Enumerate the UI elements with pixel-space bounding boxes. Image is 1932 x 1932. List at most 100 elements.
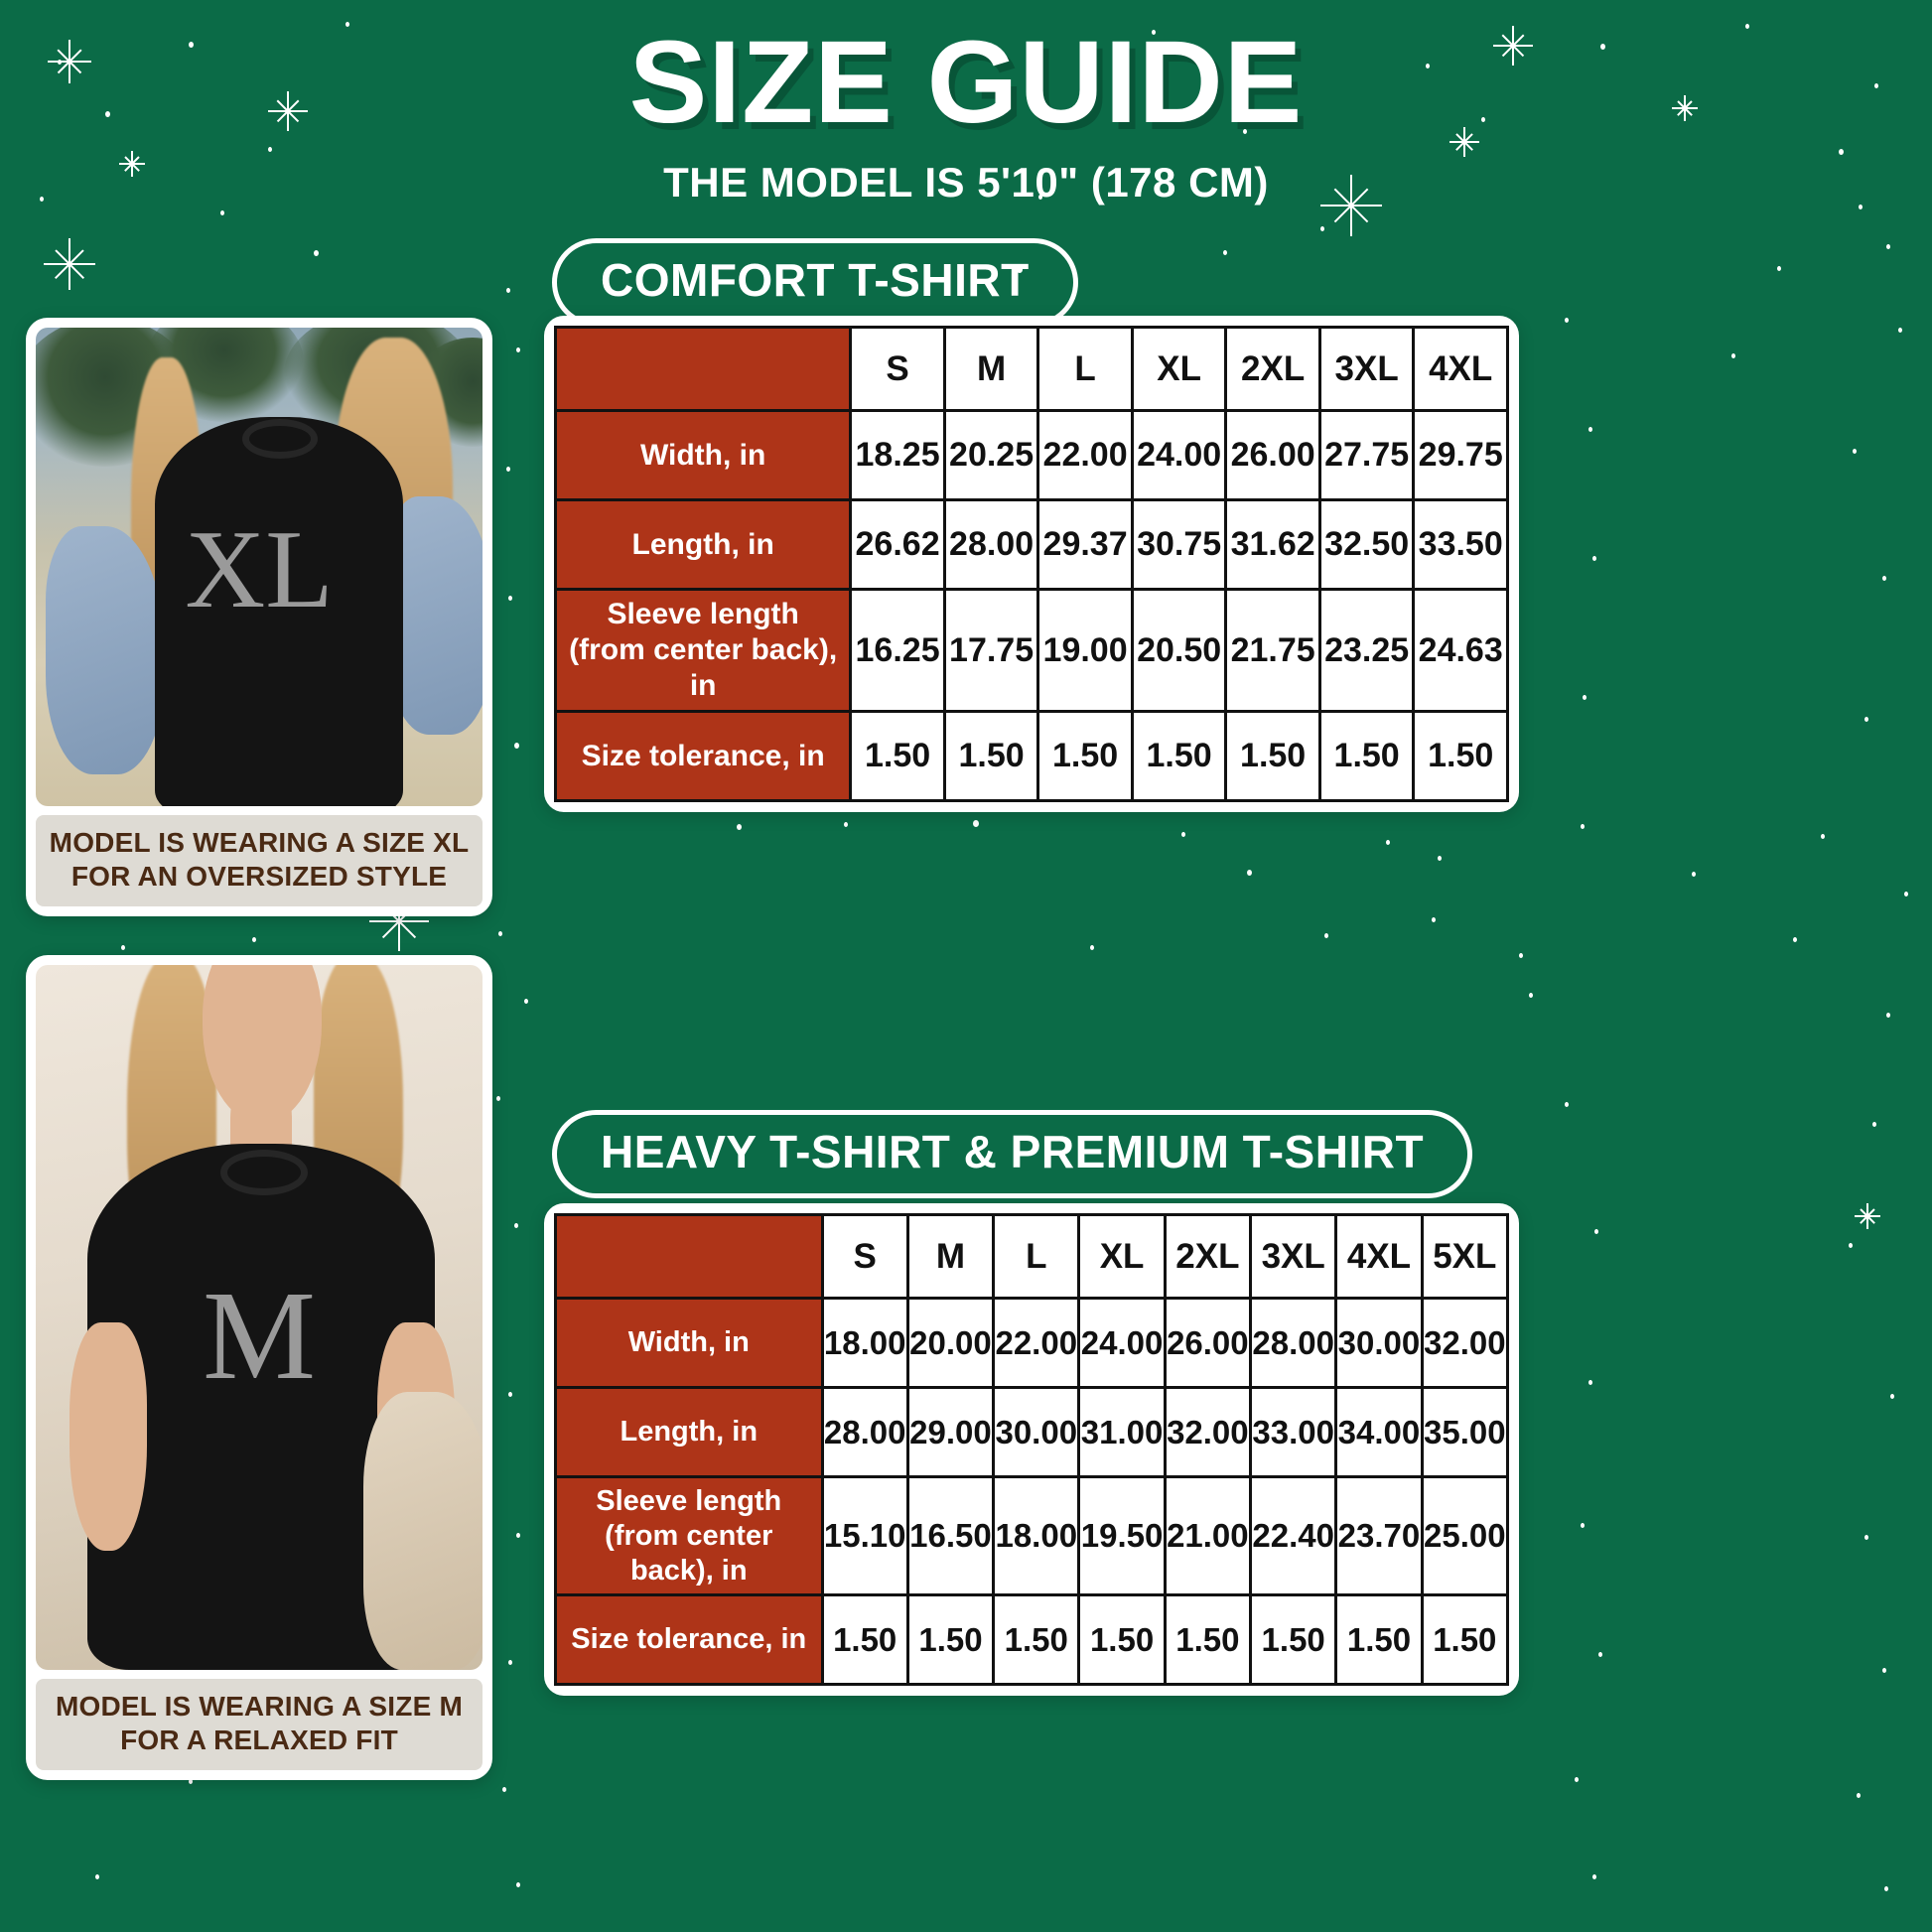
table-header-row: S M L XL 2XL 3XL 4XL 5XL (554, 1213, 1510, 1300)
snow-dot (516, 1882, 520, 1887)
table-row: Width, in 18.00 20.00 22.00 24.00 26.00 28.00 3… (554, 1297, 1510, 1389)
page-subtitle: THE MODEL IS 5'10" (178 CM) (663, 158, 1269, 206)
caption-line-2: FOR A RELAXED FIT (120, 1725, 398, 1756)
caption-line-1: MODEL IS WEARING A SIZE M (56, 1691, 463, 1722)
size-column-header-xl: XL (1077, 1213, 1167, 1300)
measurement-value: 34.00 (1334, 1386, 1424, 1478)
size-column-header-s: S (849, 326, 946, 412)
size-column-header-l: L (1036, 326, 1134, 412)
measurement-label-line-2: (from center back), in (569, 633, 838, 702)
measurement-value: 1.50 (905, 1593, 996, 1687)
measurement-value: 1.50 (1163, 1593, 1253, 1687)
snow-dot (1581, 1523, 1585, 1528)
measurement-value: 26.00 (1224, 409, 1321, 501)
size-table-heavy-premium: S M L XL 2XL 3XL 4XL 5XL Width, in 18.00 20.00 22.… (554, 1213, 1510, 1687)
measurement-value: 1.50 (1420, 1593, 1510, 1687)
measurement-value: 32.00 (1163, 1386, 1253, 1478)
snow-dot (496, 1096, 500, 1101)
table-row: Length, in 28.00 29.00 30.00 31.00 32.00 33.00… (554, 1386, 1510, 1478)
snow-dot (1181, 832, 1185, 837)
snow-dot (1320, 226, 1324, 231)
measurement-value: 31.00 (1077, 1386, 1167, 1478)
measurement-label-line-2: (from center back), in (605, 1519, 773, 1587)
table-header-row: S M L XL 2XL 3XL 4XL (553, 326, 1509, 412)
measurement-label-line-1: Sleeve length (596, 1485, 782, 1517)
snow-dot (1090, 945, 1094, 950)
snow-dot (1565, 318, 1569, 323)
shirt-size-letter-m: M (203, 1265, 316, 1406)
measurement-value: 16.50 (905, 1474, 996, 1597)
section-badge-comfort-label: COMFORT T-SHIRT (552, 238, 1078, 327)
snow-dot (1223, 250, 1227, 255)
shirt-size-letter-xl: XL (185, 508, 334, 631)
snow-dot (1777, 266, 1781, 271)
measurement-value: 24.00 (1130, 409, 1228, 501)
table-corner-cell (554, 1213, 824, 1300)
measurement-value: 29.37 (1036, 498, 1134, 591)
measurement-value: 33.00 (1249, 1386, 1338, 1478)
snowflake-sparkle-icon (44, 238, 95, 290)
table-corner-cell (553, 326, 853, 412)
snowflake-sparkle-icon (1855, 1203, 1880, 1229)
measurement-value: 20.25 (942, 409, 1040, 501)
snow-dot (1872, 1122, 1876, 1127)
size-table-comfort-body: Width, in 18.25 20.25 22.00 24.00 26.00 27.75 2… (553, 409, 1509, 802)
measurement-value: 1.50 (942, 710, 1040, 802)
measurement-value: 1.50 (1249, 1593, 1338, 1687)
caption-line-1: MODEL IS WEARING A SIZE XL (49, 827, 470, 858)
measurement-value: 32.50 (1317, 498, 1416, 591)
snow-dot (252, 937, 256, 942)
measurement-value: 30.75 (1130, 498, 1228, 591)
snow-dot (1592, 1874, 1596, 1879)
size-column-header-2xl: 2XL (1224, 326, 1321, 412)
measurement-value: 18.00 (992, 1474, 1081, 1597)
size-table-heavy-premium-body: Width, in 18.00 20.00 22.00 24.00 26.00 28.00 3… (554, 1297, 1510, 1687)
measurement-value: 28.00 (820, 1386, 909, 1478)
snow-dot (506, 288, 510, 293)
snow-dot (1882, 576, 1886, 581)
model-photo-caption-xl: MODEL IS WEARING A SIZE XL FOR AN OVERSI… (36, 815, 483, 907)
measurement-value: 1.50 (849, 710, 946, 802)
page-header: SIZE GUIDE THE MODEL IS 5'10" (178 CM) (0, 21, 1932, 207)
size-table-comfort: S M L XL 2XL 3XL 4XL Width, in 18.25 20.25 22.00 2… (553, 326, 1509, 802)
measurement-value: 1.50 (1412, 710, 1509, 802)
measurement-label: Sleeve length (from center back), in (553, 588, 853, 713)
snow-dot (516, 1533, 520, 1538)
model-photo-xl: XL (36, 328, 483, 806)
snow-dot (516, 347, 520, 352)
table-row: Sleeve length (from center back), in 15.10… (554, 1474, 1510, 1597)
table-row: Size tolerance, in 1.50 1.50 1.50 1.50 1.50 1.… (554, 1593, 1510, 1687)
measurement-value: 18.00 (820, 1297, 909, 1389)
snow-dot (1588, 1380, 1592, 1385)
snow-dot (508, 1392, 512, 1397)
measurement-value: 23.25 (1317, 588, 1416, 713)
snow-dot (498, 931, 502, 936)
size-column-header-xl: XL (1130, 326, 1228, 412)
size-column-header-2xl: 2XL (1163, 1213, 1253, 1300)
snow-dot (1898, 328, 1902, 333)
model-photo-m: M (36, 965, 483, 1670)
measurement-value: 28.00 (1249, 1297, 1338, 1389)
measurement-value: 25.00 (1420, 1474, 1510, 1597)
measurement-value: 1.50 (1036, 710, 1134, 802)
measurement-value: 33.50 (1412, 498, 1509, 591)
snow-dot (844, 822, 848, 827)
measurement-value: 35.00 (1420, 1386, 1510, 1478)
measurement-value: 24.00 (1077, 1297, 1167, 1389)
measurement-label: Width, in (554, 1297, 824, 1389)
snow-dot (508, 596, 512, 601)
measurement-value: 22.00 (1036, 409, 1134, 501)
snow-dot (502, 1787, 506, 1792)
measurement-label: Size tolerance, in (553, 710, 853, 802)
snow-dot (1864, 1535, 1868, 1540)
snow-dot (1565, 1102, 1569, 1107)
measurement-value: 21.75 (1224, 588, 1321, 713)
measurement-value: 30.00 (992, 1386, 1081, 1478)
size-column-header-s: S (820, 1213, 909, 1300)
section-badge-heavy-premium-label: HEAVY T-SHIRT & PREMIUM T-SHIRT (552, 1110, 1473, 1198)
measurement-value: 32.00 (1420, 1297, 1510, 1389)
size-column-header-3xl: 3XL (1317, 326, 1416, 412)
snow-dot (1886, 1013, 1890, 1018)
measurement-value: 1.50 (1130, 710, 1228, 802)
